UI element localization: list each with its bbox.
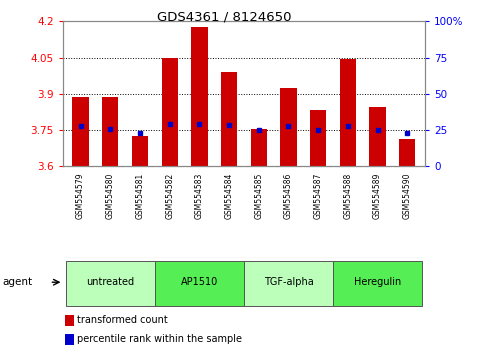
- Bar: [399, 138, 415, 166]
- Text: GSM554584: GSM554584: [225, 173, 234, 219]
- Bar: [161, 58, 178, 166]
- Bar: [251, 129, 267, 166]
- Bar: [191, 27, 208, 166]
- Bar: [155, 261, 244, 306]
- Text: untreated: untreated: [86, 277, 134, 287]
- Bar: [244, 261, 333, 306]
- Bar: [66, 261, 155, 306]
- Bar: [102, 97, 118, 166]
- Bar: [280, 88, 297, 166]
- Bar: [333, 261, 422, 306]
- Text: GSM554586: GSM554586: [284, 173, 293, 219]
- Text: GSM554588: GSM554588: [343, 173, 352, 219]
- Text: GSM554587: GSM554587: [313, 173, 323, 219]
- Bar: [221, 72, 237, 166]
- Text: GSM554590: GSM554590: [403, 173, 412, 219]
- Text: AP1510: AP1510: [181, 277, 218, 287]
- Text: GSM554582: GSM554582: [165, 173, 174, 219]
- Bar: [132, 136, 148, 166]
- Text: GSM554589: GSM554589: [373, 173, 382, 219]
- Bar: [369, 107, 386, 166]
- Text: agent: agent: [2, 277, 32, 287]
- Text: GSM554581: GSM554581: [136, 173, 144, 219]
- Bar: [72, 97, 89, 166]
- Text: percentile rank within the sample: percentile rank within the sample: [77, 334, 242, 344]
- Text: GSM554583: GSM554583: [195, 173, 204, 219]
- Text: transformed count: transformed count: [77, 315, 168, 325]
- Text: GSM554579: GSM554579: [76, 173, 85, 219]
- Text: Heregulin: Heregulin: [354, 277, 401, 287]
- Bar: [340, 59, 356, 166]
- Text: GSM554580: GSM554580: [106, 173, 115, 219]
- Text: TGF-alpha: TGF-alpha: [264, 277, 313, 287]
- Text: GDS4361 / 8124650: GDS4361 / 8124650: [157, 11, 292, 24]
- Bar: [310, 109, 327, 166]
- Text: GSM554585: GSM554585: [254, 173, 263, 219]
